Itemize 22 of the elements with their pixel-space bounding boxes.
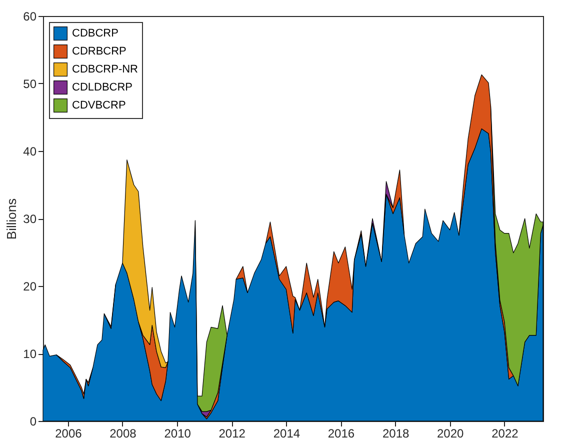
x-tick-label: 2006 (55, 426, 82, 440)
x-tick-label: 2022 (492, 426, 519, 440)
y-tick-label: 40 (23, 144, 37, 158)
y-tick-label: 50 (23, 77, 37, 91)
x-tick-label: 2020 (437, 426, 464, 440)
legend-label: CDBCRP-NR (72, 64, 138, 76)
y-tick-label: 60 (23, 10, 37, 24)
x-tick-label: 2018 (382, 426, 410, 440)
legend-label: CDBCRP (72, 28, 118, 40)
x-tick-label: 2008 (110, 426, 137, 440)
y-axis-title: Billions (4, 198, 20, 240)
x-tick-label: 2014 (273, 426, 300, 440)
legend-label: CDLDBCRP (72, 82, 133, 94)
y-tick-label: 20 (23, 280, 37, 294)
y-tick-label: 30 (23, 212, 37, 226)
y-tick-label: 10 (23, 347, 37, 361)
legend-label: CDRBCRP (72, 46, 126, 58)
x-tick-label: 2010 (164, 426, 192, 440)
y-tick-label: 0 (30, 414, 37, 428)
legend-label: CDVBCRP (72, 100, 126, 112)
x-tick-label: 2016 (328, 426, 355, 440)
x-tick-label: 2012 (218, 426, 246, 440)
